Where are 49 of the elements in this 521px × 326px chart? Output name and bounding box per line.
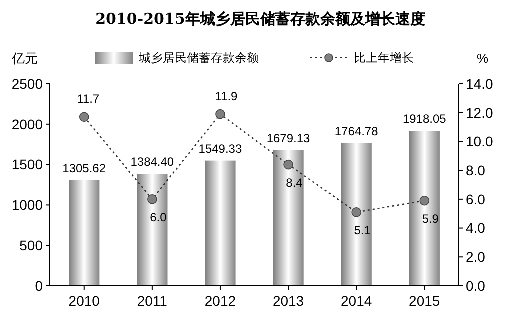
- x-tick-label: 2015: [409, 293, 440, 309]
- y-tick-label: 500: [20, 238, 44, 254]
- bar: [137, 174, 168, 286]
- data-label: 1918.05: [402, 112, 447, 126]
- y2-tick-label: 6.0: [466, 191, 486, 208]
- y2-tick-label: 12.0: [466, 104, 494, 121]
- x-tick-label: 2012: [204, 293, 236, 309]
- x-tick-label: 2011: [137, 293, 168, 309]
- bar: [205, 160, 236, 286]
- legend-label: 城乡居民储蓄存款余额: [138, 51, 259, 66]
- y-tick-label: 1500: [12, 156, 44, 173]
- data-label: 11.9: [215, 89, 238, 104]
- y2-tick-label: 14.0: [466, 76, 494, 92]
- point: [148, 194, 158, 204]
- y-tick-label: 1000: [12, 197, 44, 214]
- data-label: 1305.62: [62, 162, 106, 176]
- y-axis-title: 亿元: [11, 51, 38, 66]
- point: [352, 208, 362, 218]
- data-label: 5.1: [354, 223, 372, 238]
- point: [216, 109, 226, 120]
- y2-tick-label: 8.0: [466, 162, 486, 178]
- y2-tick-label: 2.0: [466, 249, 486, 266]
- y2-axis-title: %: [477, 51, 489, 66]
- point: [420, 196, 430, 206]
- y2-tick-label: 0.0: [466, 278, 486, 294]
- y-tick-label: 2500: [12, 76, 44, 92]
- legend-label: 比上年增长: [354, 51, 414, 66]
- data-label: 8.4: [286, 176, 304, 190]
- y-tick-label: 2000: [12, 116, 44, 132]
- data-label: 11.7: [77, 92, 100, 106]
- x-tick-label: 2013: [272, 293, 304, 309]
- point: [79, 112, 90, 122]
- data-label: 1764.78: [334, 124, 379, 138]
- bar: [273, 150, 304, 286]
- chart-title: 2010-2015年城乡居民储蓄存款余额及增长速度: [96, 10, 426, 28]
- y-tick-label: 0: [35, 278, 44, 294]
- y2-tick-label: 4.0: [466, 220, 486, 236]
- data-label: 1549.33: [198, 142, 242, 156]
- data-label: 5.9: [422, 212, 440, 226]
- y2-tick-label: 10.0: [466, 134, 494, 150]
- x-tick-label: 2014: [341, 293, 372, 309]
- point: [284, 160, 294, 170]
- bar: [69, 180, 100, 286]
- bar: [341, 143, 372, 286]
- data-label: 6.0: [150, 210, 168, 224]
- data-label: 1384.40: [130, 155, 174, 170]
- bar: [409, 131, 440, 286]
- data-label: 1679.13: [266, 131, 311, 146]
- x-tick-label: 2010: [68, 293, 100, 309]
